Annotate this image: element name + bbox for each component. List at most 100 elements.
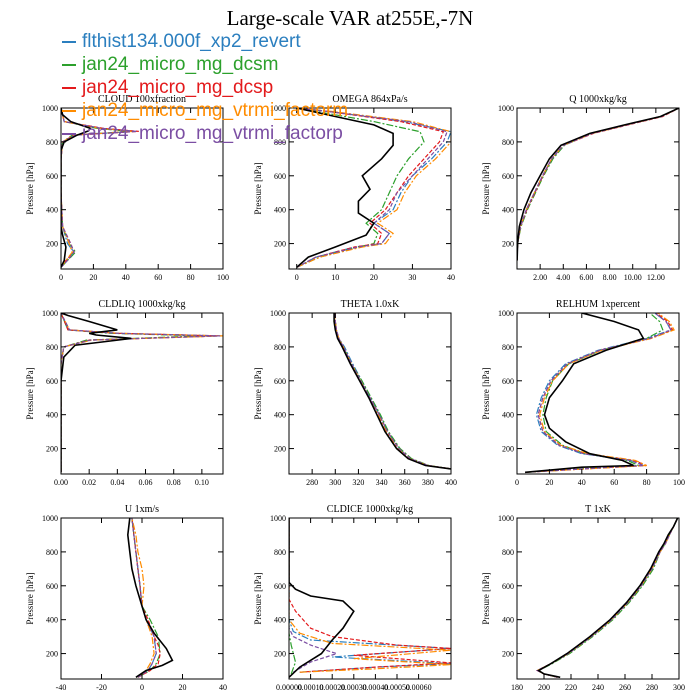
panel-frame bbox=[288, 517, 452, 680]
y-axis-label: Pressure [hPa] bbox=[253, 162, 263, 214]
legend-item-0: flthist134.000f_xp2_revert bbox=[62, 30, 348, 53]
y-axis-label: Pressure [hPa] bbox=[481, 367, 491, 419]
x-tick-label: 0.00050 bbox=[384, 683, 410, 692]
y-tick-label: 800 bbox=[46, 138, 58, 147]
y-tick-label: 400 bbox=[274, 616, 286, 625]
x-tick-label: 300 bbox=[673, 683, 685, 692]
x-tick-label: 40 bbox=[122, 273, 130, 282]
x-tick-label: 320 bbox=[352, 478, 364, 487]
legend-swatch bbox=[62, 86, 76, 89]
panel-title: T 1xK bbox=[585, 504, 611, 515]
y-tick-label: 600 bbox=[274, 172, 286, 181]
series-line bbox=[517, 108, 679, 261]
x-tick-label: 0.00030 bbox=[341, 683, 367, 692]
series-line bbox=[537, 518, 679, 679]
legend-label: flthist134.000f_xp2_revert bbox=[82, 31, 301, 52]
y-tick-label: 200 bbox=[502, 240, 514, 249]
panel-title: CLDICE 1000xkg/kg bbox=[327, 504, 413, 515]
series-line bbox=[289, 518, 339, 673]
y-tick-label: 800 bbox=[502, 138, 514, 147]
panel-frame bbox=[516, 517, 680, 680]
panel-frame bbox=[288, 312, 452, 475]
x-tick-label: 80 bbox=[643, 478, 651, 487]
series-line bbox=[296, 108, 451, 268]
y-tick-label: 200 bbox=[274, 240, 286, 249]
y-tick-label: 600 bbox=[46, 582, 58, 591]
figure-title: Large-scale VAR at255E,-7N bbox=[226, 6, 474, 30]
panel-frame bbox=[60, 312, 224, 475]
panel-title: U 1xm/s bbox=[125, 504, 159, 515]
y-tick-label: 400 bbox=[46, 411, 58, 420]
panel-title: Q 1000xkg/kg bbox=[569, 94, 627, 105]
y-tick-label: 1000 bbox=[270, 514, 286, 523]
series-line bbox=[535, 518, 679, 678]
y-tick-label: 1000 bbox=[498, 309, 514, 318]
x-tick-label: 20 bbox=[545, 478, 553, 487]
x-tick-label: 8.00 bbox=[603, 273, 617, 282]
x-tick-label: 180 bbox=[511, 683, 523, 692]
x-tick-label: 40 bbox=[578, 478, 586, 487]
y-tick-label: 400 bbox=[502, 411, 514, 420]
series-line bbox=[289, 518, 451, 673]
panel-frame bbox=[60, 517, 224, 680]
y-tick-label: 600 bbox=[46, 377, 58, 386]
y-tick-label: 400 bbox=[502, 206, 514, 215]
x-tick-label: 240 bbox=[592, 683, 604, 692]
y-tick-label: 800 bbox=[502, 343, 514, 352]
panel-title: CLDLIQ 1000xkg/kg bbox=[99, 299, 186, 310]
x-tick-label: 100 bbox=[673, 478, 685, 487]
legend-item-2: jan24_micro_mg_dcsp bbox=[62, 76, 348, 99]
x-tick-label: 10.00 bbox=[624, 273, 642, 282]
series-line bbox=[525, 313, 675, 473]
series-line bbox=[61, 108, 138, 268]
y-tick-label: 400 bbox=[46, 206, 58, 215]
series-line bbox=[131, 518, 157, 678]
y-tick-label: 600 bbox=[502, 172, 514, 181]
panel-title: OMEGA 864xPa/s bbox=[332, 94, 407, 105]
y-tick-label: 800 bbox=[502, 548, 514, 557]
series-line bbox=[334, 313, 451, 470]
legend-swatch bbox=[62, 132, 76, 135]
y-tick-label: 600 bbox=[502, 377, 514, 386]
series-line bbox=[334, 313, 451, 470]
series-line bbox=[535, 518, 679, 678]
panel-frame bbox=[516, 312, 680, 475]
x-tick-label: 0.06 bbox=[139, 478, 153, 487]
series-line bbox=[296, 108, 394, 268]
series-line bbox=[296, 108, 448, 268]
x-tick-label: 340 bbox=[376, 478, 388, 487]
series-line bbox=[289, 518, 355, 678]
y-tick-label: 200 bbox=[274, 650, 286, 659]
x-tick-label: 0.00 bbox=[54, 478, 68, 487]
x-tick-label: -40 bbox=[56, 683, 67, 692]
y-axis-label: Pressure [hPa] bbox=[481, 162, 491, 214]
y-tick-label: 600 bbox=[502, 582, 514, 591]
y-tick-label: 200 bbox=[46, 445, 58, 454]
x-tick-label: 380 bbox=[422, 478, 434, 487]
x-tick-label: 0.00020 bbox=[319, 683, 345, 692]
x-tick-label: 10 bbox=[331, 273, 339, 282]
x-tick-label: 400 bbox=[445, 478, 457, 487]
series-line bbox=[131, 518, 157, 678]
series-line bbox=[61, 313, 132, 473]
panel-frame bbox=[288, 107, 452, 270]
x-tick-label: 260 bbox=[619, 683, 631, 692]
y-tick-label: 200 bbox=[46, 650, 58, 659]
series-line bbox=[525, 313, 672, 473]
series-line bbox=[334, 313, 451, 470]
series-line bbox=[537, 518, 679, 678]
y-tick-label: 1000 bbox=[270, 104, 286, 113]
series-line bbox=[61, 108, 92, 268]
y-tick-label: 400 bbox=[274, 411, 286, 420]
x-tick-label: 300 bbox=[329, 478, 341, 487]
y-tick-label: 1000 bbox=[498, 514, 514, 523]
y-tick-label: 800 bbox=[46, 548, 58, 557]
x-tick-label: 0 bbox=[295, 273, 299, 282]
x-tick-label: 0 bbox=[140, 683, 144, 692]
y-tick-label: 800 bbox=[46, 343, 58, 352]
x-tick-label: 0.10 bbox=[195, 478, 209, 487]
y-tick-label: 800 bbox=[274, 138, 286, 147]
x-tick-label: 0.00060 bbox=[406, 683, 432, 692]
y-tick-label: 400 bbox=[274, 206, 286, 215]
